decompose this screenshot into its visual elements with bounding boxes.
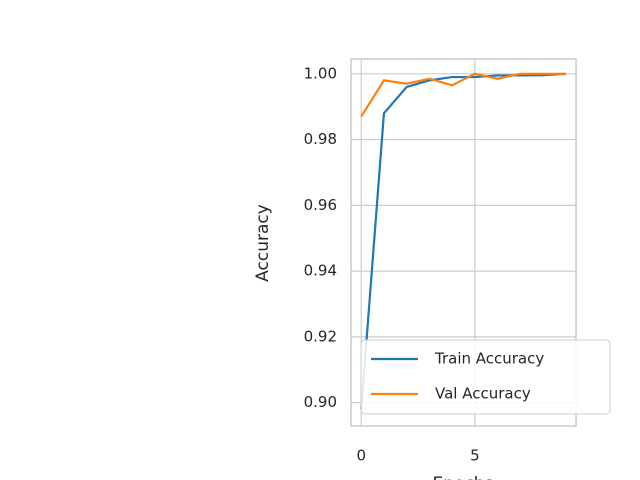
y-tick-label: 0.96	[304, 196, 337, 214]
axes-frame	[350, 58, 577, 427]
y-tick-label: 0.94	[304, 262, 337, 280]
y-tick-label: 0.98	[304, 130, 337, 148]
y-tick-label: 0.92	[304, 327, 337, 345]
data-line	[360, 72, 566, 118]
x-tick-label: 0	[356, 447, 366, 465]
data-line	[360, 72, 566, 410]
x-tick-label: 5	[470, 447, 480, 465]
y-axis-label: Accuracy	[253, 204, 273, 282]
y-tick-label: 0.90	[304, 393, 337, 411]
legend-label: Train Accuracy	[434, 350, 544, 368]
legend: Train Accuracy Val Accuracy	[360, 339, 611, 415]
legend-box	[360, 339, 611, 415]
legend-label: Val Accuracy	[435, 385, 531, 403]
y-tick-label: 1.00	[304, 64, 337, 82]
x-axis-label: Epochs	[433, 474, 494, 480]
